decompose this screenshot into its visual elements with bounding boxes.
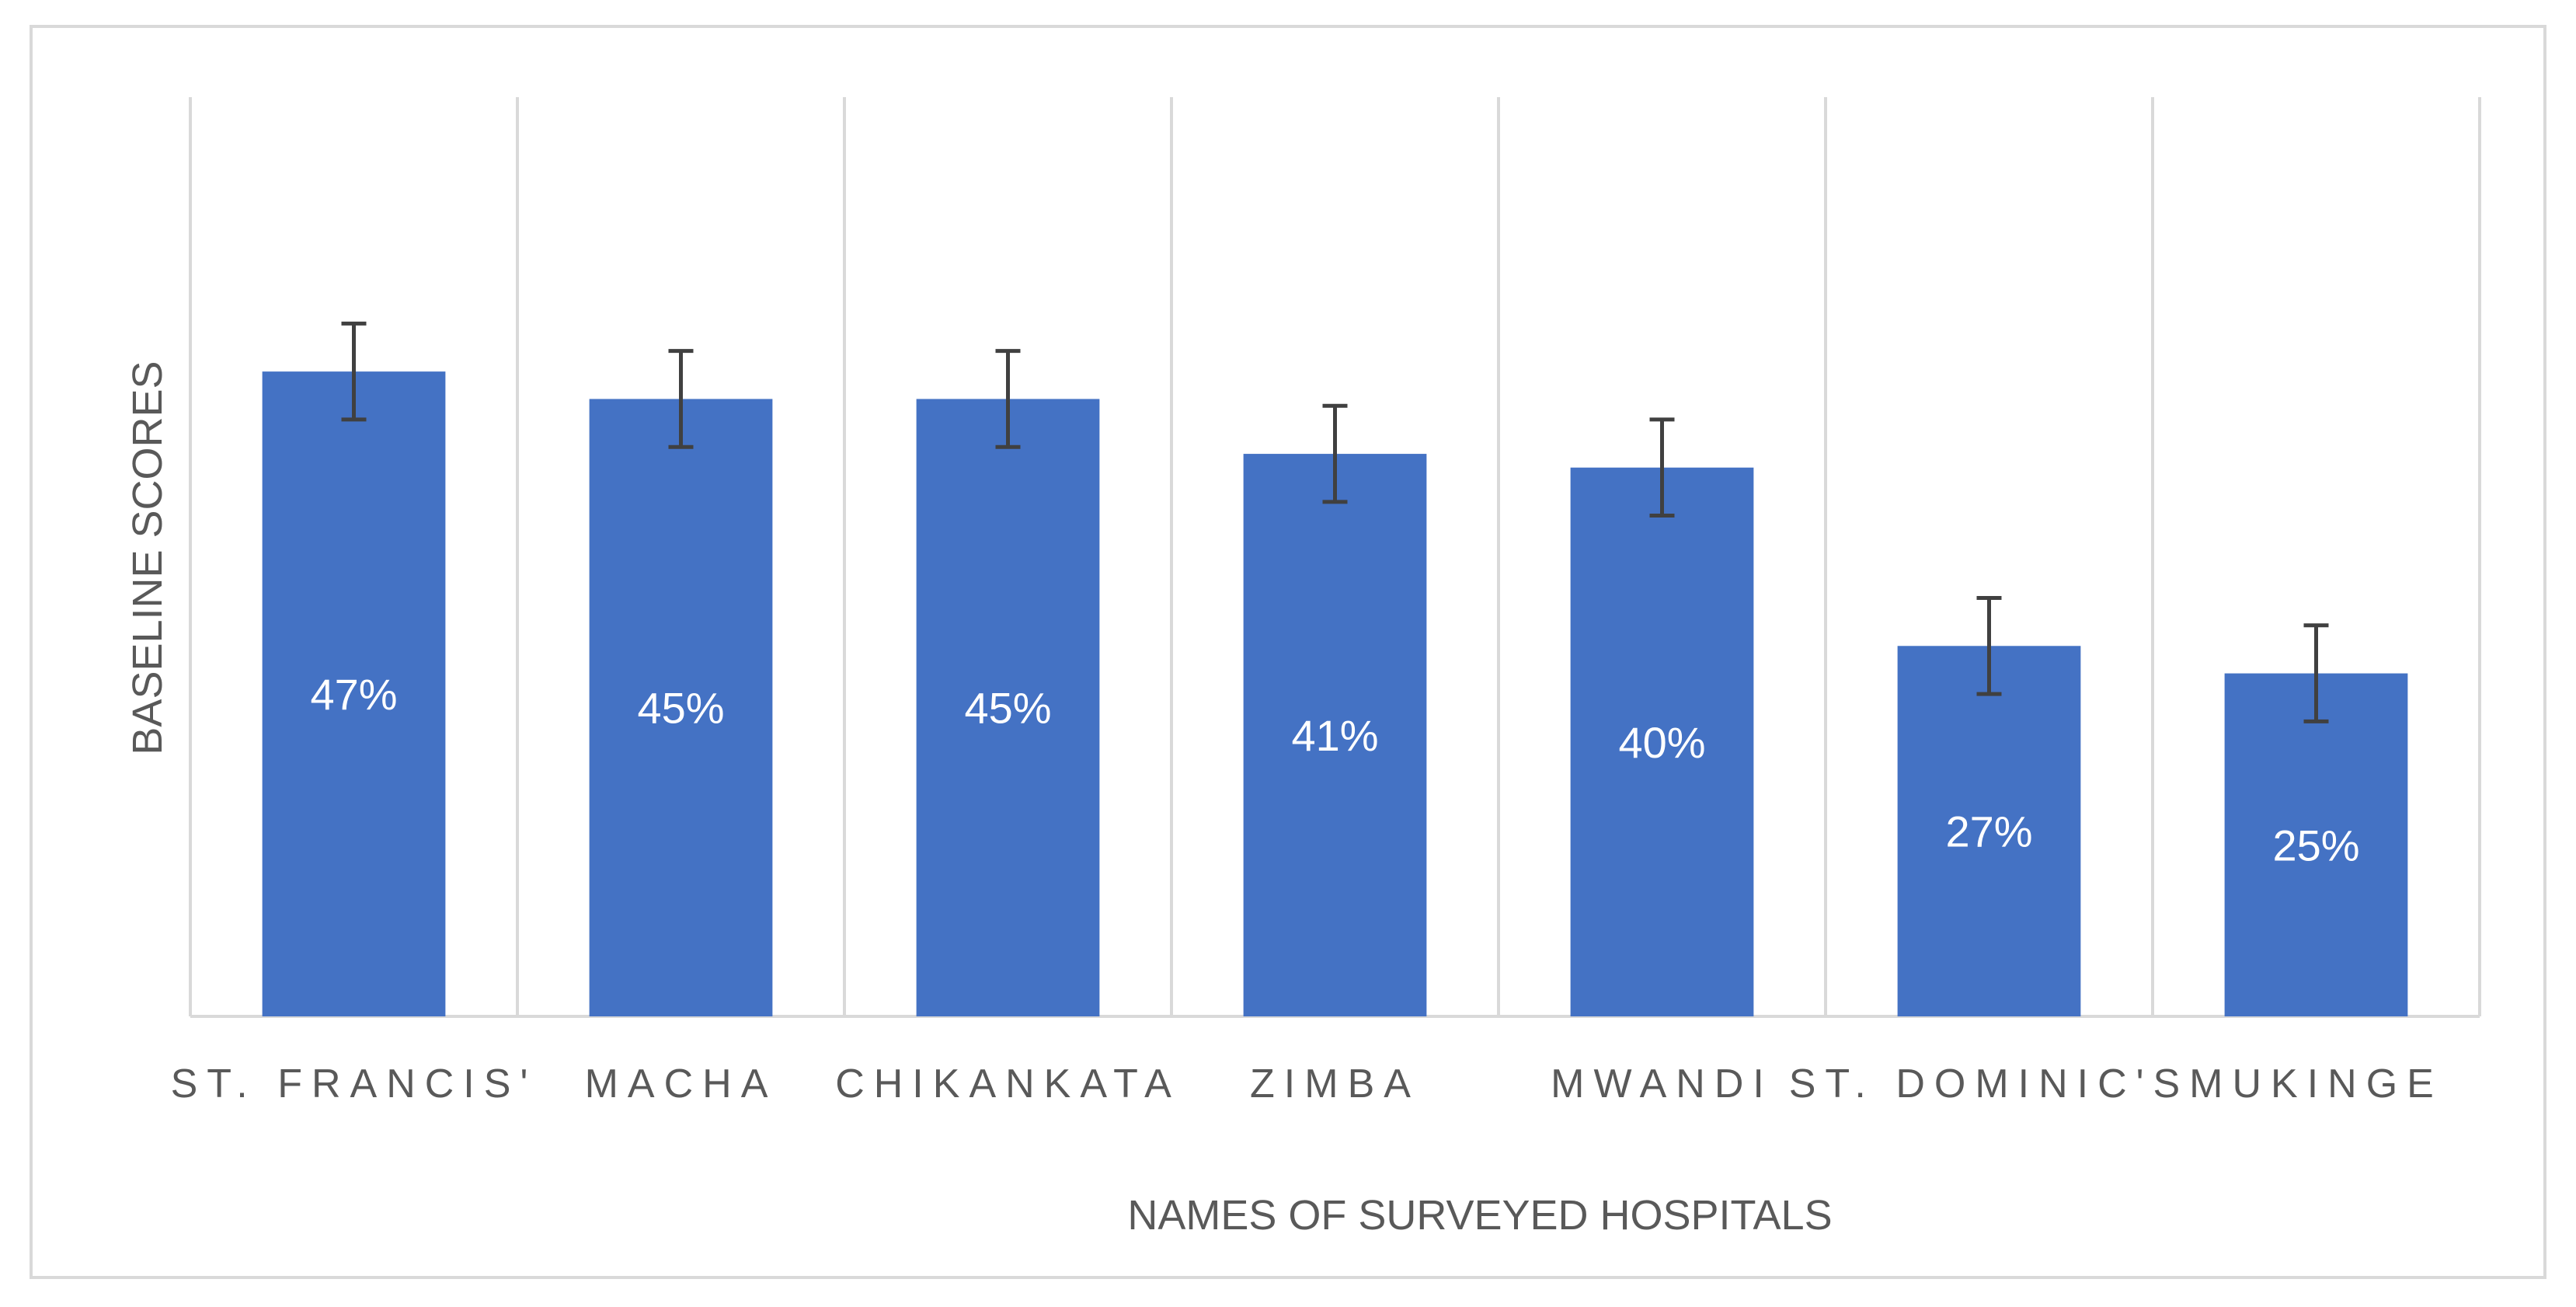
error-bar-7 [2303, 623, 2329, 723]
error-bars [341, 321, 2329, 723]
x-tick-label-3: CHIKANKATA [835, 1061, 1181, 1107]
error-bar-5 [1649, 417, 1675, 518]
data-label-7: 25% [2272, 821, 2359, 870]
bar-5 [1570, 467, 1754, 1016]
data-labels: 47% 45% 45% 41% 40% 27% 25% [310, 670, 2359, 870]
error-bar-2 [668, 349, 694, 449]
x-tick-label-5: MWANDI [1551, 1061, 1774, 1107]
bar-1 [262, 371, 446, 1016]
error-bar-3 [995, 349, 1021, 449]
x-tick-label-1: ST. FRANCIS' [171, 1061, 538, 1107]
data-label-1: 47% [310, 670, 397, 719]
bar-2 [589, 399, 773, 1016]
x-tick-label-7: MUKINGE [2189, 1061, 2443, 1107]
bar-4 [1243, 454, 1427, 1016]
data-label-4: 41% [1291, 711, 1378, 760]
bar-3 [916, 399, 1100, 1016]
bar-7 [2224, 673, 2408, 1016]
data-label-3: 45% [964, 684, 1051, 733]
bars [262, 371, 2408, 1016]
error-bar-4 [1322, 403, 1348, 504]
x-tick-label-2: MACHA [585, 1061, 778, 1107]
error-bar-6 [1976, 595, 2002, 696]
data-label-2: 45% [637, 684, 724, 733]
x-tick-label-4: ZIMBA [1250, 1061, 1420, 1107]
x-tick-label-6: ST. DOMINIC'S [1789, 1061, 2190, 1107]
data-label-6: 27% [1945, 807, 2032, 856]
data-label-5: 40% [1618, 718, 1705, 767]
x-axis-title: NAMES OF SURVEYED HOSPITALS [1127, 1192, 1832, 1239]
x-tick-labels: ST. FRANCIS' MACHA CHIKANKATA ZIMBA MWANDI ST… [171, 1061, 2443, 1107]
bar-6 [1897, 646, 2081, 1016]
y-axis-title: BASELINE SCORES [124, 361, 171, 755]
error-bar-1 [341, 321, 367, 422]
